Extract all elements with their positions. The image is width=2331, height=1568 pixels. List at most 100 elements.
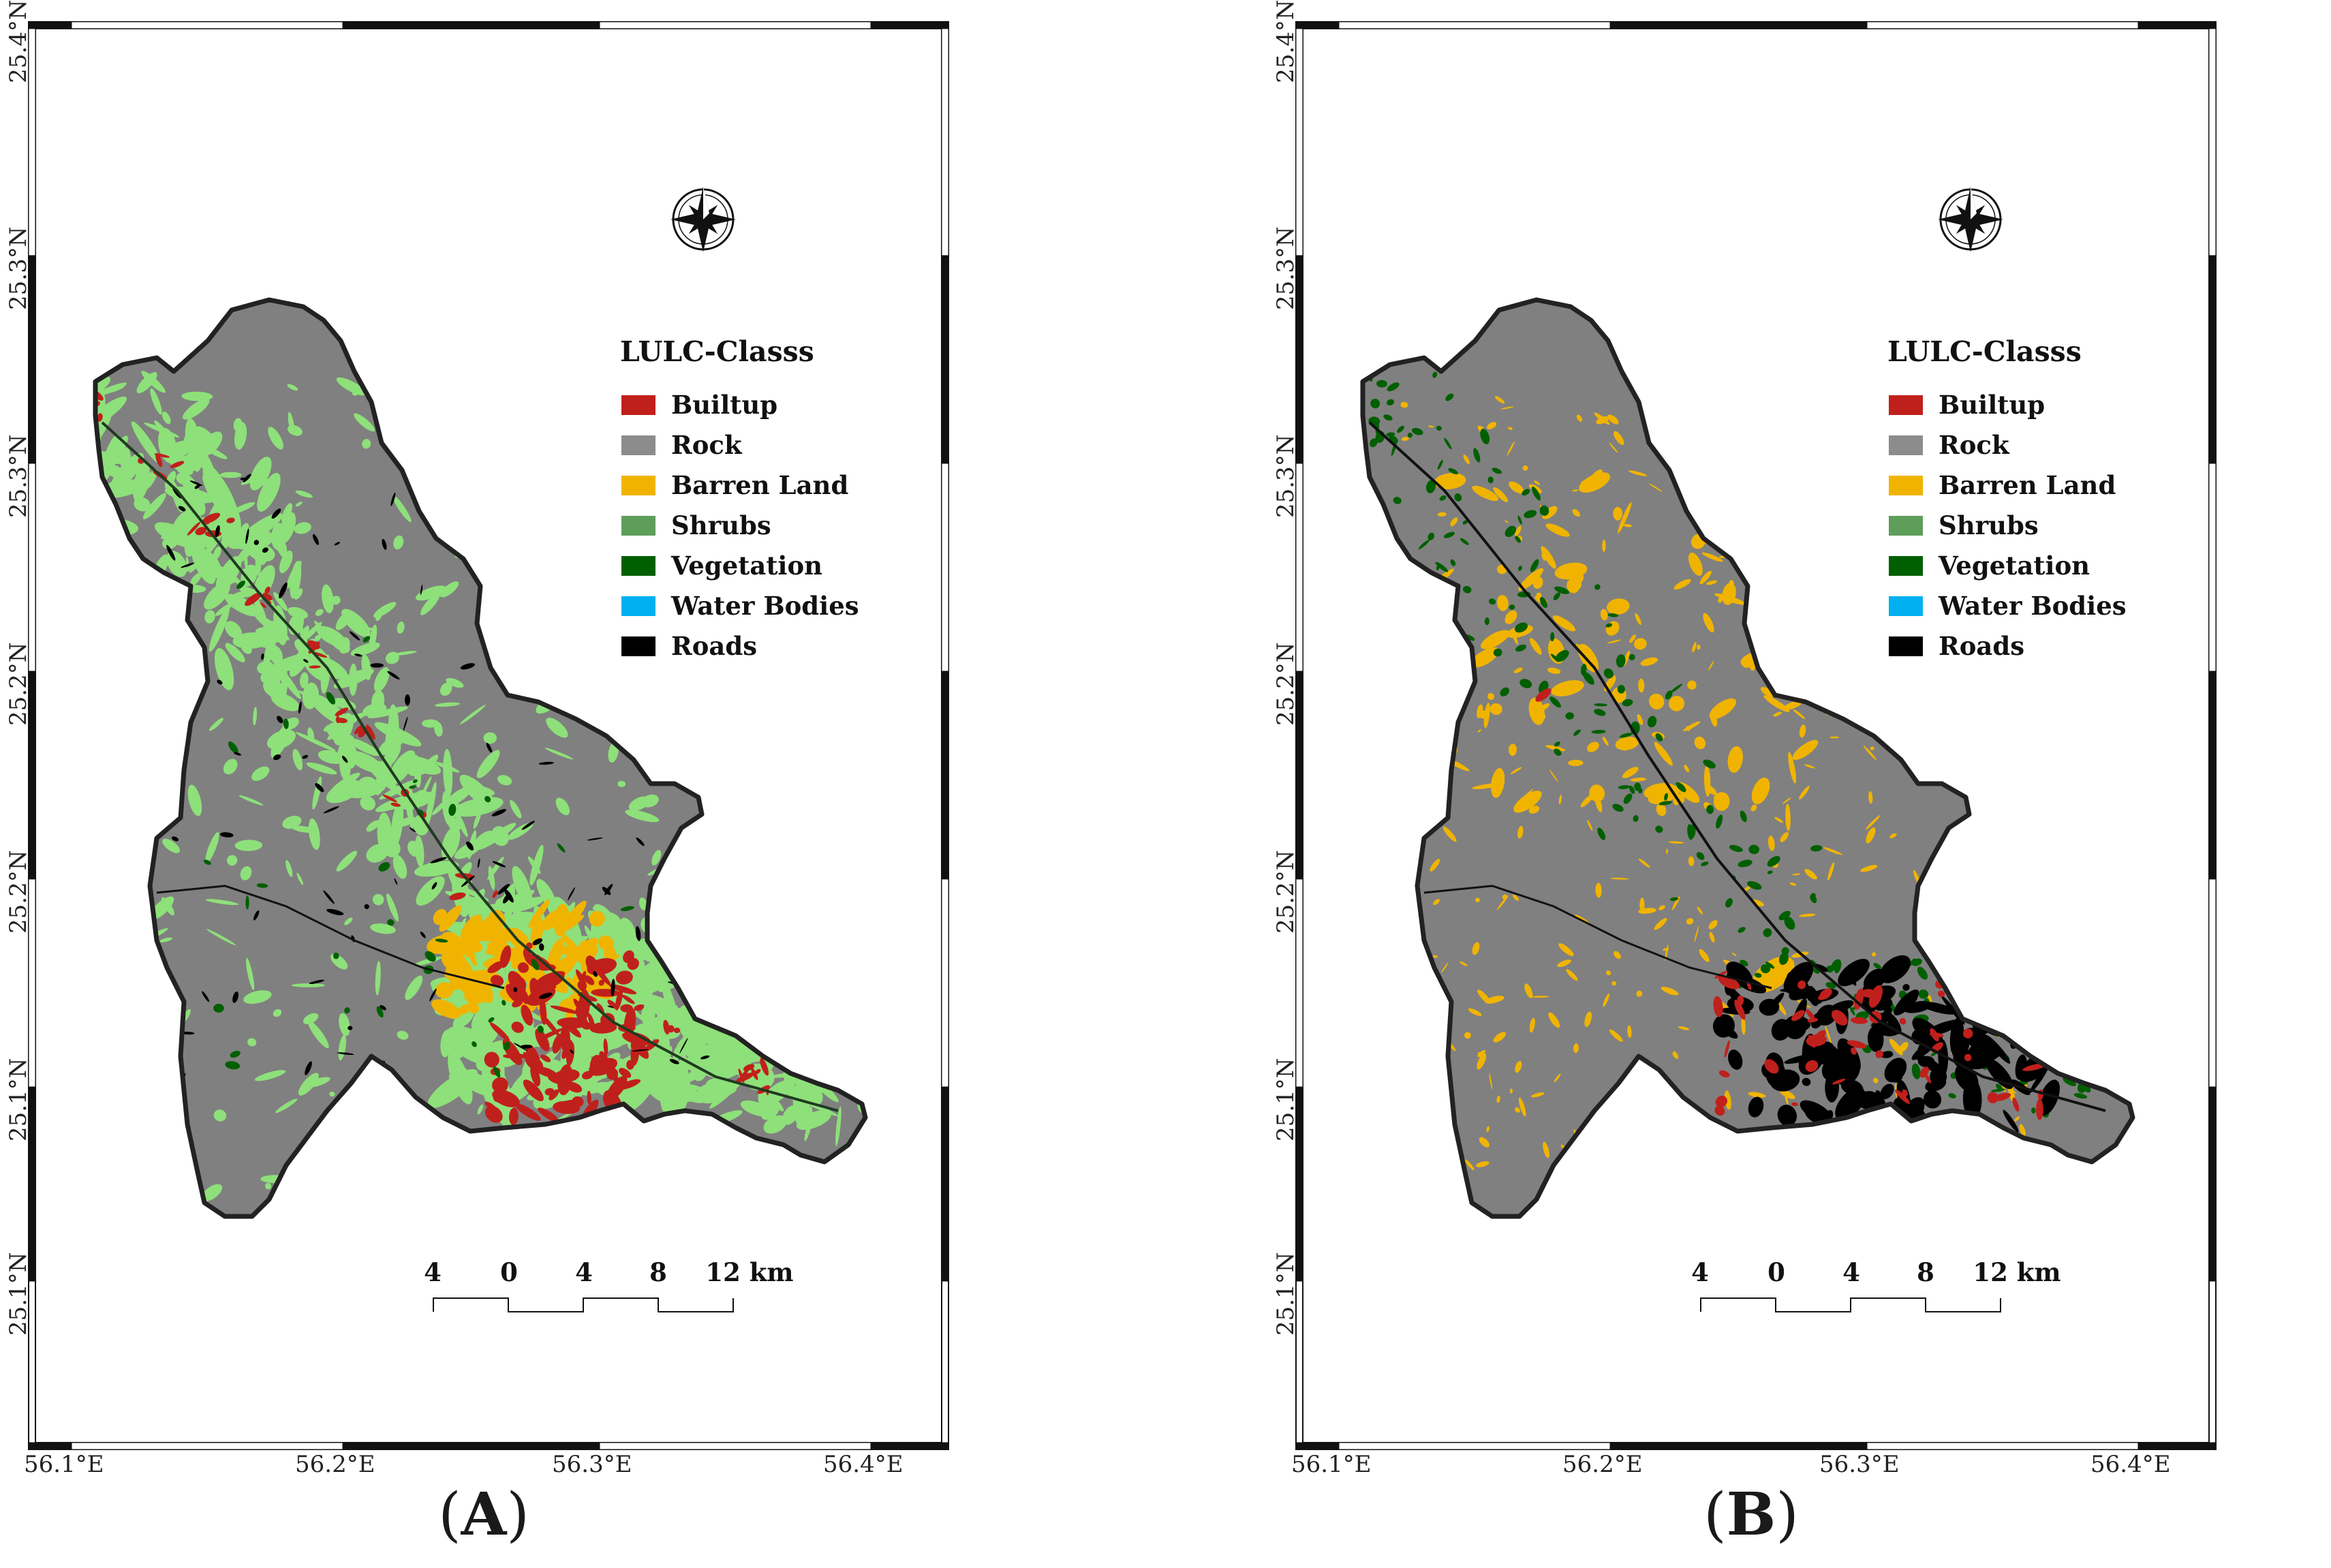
shrubs-patch (414, 835, 424, 867)
vegetation-patch (1480, 429, 1490, 445)
shrubs-patch (254, 613, 290, 641)
barren-patch (1672, 1051, 1679, 1059)
shrubs-patch (760, 1104, 779, 1120)
vegetation-patch (1462, 585, 1472, 594)
vegetation-patch (1990, 1088, 2005, 1092)
legend-swatch (1889, 435, 1923, 455)
vegetation-patch (378, 862, 390, 872)
vegetation-patch (1376, 380, 1387, 388)
barren-patch (1697, 644, 1701, 650)
builtup-patch (538, 1107, 559, 1122)
barren-patch (1545, 523, 1570, 537)
vegetation-patch (1407, 433, 1413, 438)
builtup-patch (487, 1107, 502, 1121)
barren-patch (1727, 746, 1743, 773)
road-patch (298, 701, 302, 714)
barren-patch (1515, 1107, 1520, 1113)
road-patch (1771, 1019, 1791, 1041)
barren-patch (1656, 803, 1667, 816)
road-patch (513, 1043, 528, 1051)
barren-patch (1460, 961, 1468, 966)
barren-patch (1724, 1090, 1731, 1110)
barren-patch (1782, 797, 1791, 805)
shrubs-patch (187, 784, 202, 816)
barren-patch (1477, 1053, 1487, 1070)
shrubs-patch (295, 732, 336, 752)
vegetation-patch (1825, 982, 1836, 989)
barren-patch (1688, 856, 1695, 867)
road-patch (1748, 1096, 1764, 1118)
barren-patch (1792, 873, 1801, 876)
legend-swatch (1889, 395, 1923, 415)
vegetation-patch (1594, 703, 1607, 707)
road-patch (387, 671, 400, 680)
builtup-patch (751, 1067, 758, 1080)
road-patch (1825, 1072, 1839, 1103)
shrubs-patch (253, 707, 258, 726)
vegetation-patch (1603, 668, 1614, 679)
shrubs-patch (231, 502, 256, 514)
vegetation-patch (1515, 536, 1522, 543)
secondary-road (1423, 885, 1772, 989)
road-patch (219, 832, 234, 837)
vegetation-patch (1767, 856, 1780, 867)
shrubs-patch (427, 1069, 478, 1109)
barren-patch (1708, 920, 1718, 929)
barren-patch (1607, 414, 1619, 425)
legend-label: Barren Land (671, 470, 848, 500)
barren-patch (439, 905, 462, 932)
vegetation-patch (1393, 497, 1402, 504)
barren-patch (1489, 703, 1502, 716)
barren-patch (1669, 696, 1685, 711)
road-patch (323, 806, 339, 814)
road-patch (532, 938, 543, 945)
barren-patch (1623, 523, 1632, 527)
vegetation-patch (1633, 815, 1639, 823)
vegetation-patch (1387, 399, 1395, 405)
vegetation-patch (1418, 539, 1430, 550)
latitude-label: 25.1°N (5, 1252, 32, 1336)
shrubs-patch (257, 473, 281, 512)
shrubs-patch (478, 1008, 500, 1043)
road-patch (420, 585, 423, 596)
barren-patch (1542, 506, 1558, 519)
builtup-patch (1964, 1054, 1972, 1062)
vegetation-patch (1465, 634, 1475, 641)
road-patch (202, 991, 210, 1002)
barren-patch (1547, 667, 1561, 674)
shrubs-patch (555, 797, 570, 816)
builtup-patch (523, 1051, 539, 1075)
shrubs-patch (216, 521, 227, 534)
barren-patch (1401, 437, 1409, 441)
shrubs-patch (206, 929, 236, 946)
road-patch (1837, 1038, 1861, 1073)
vegetation-patch (1738, 859, 1753, 867)
shrubs-patch (217, 493, 232, 508)
barren-patch (1515, 1061, 1522, 1073)
barren-patch (1779, 1089, 1795, 1099)
barren-patch (1464, 1032, 1471, 1039)
road-patch (262, 547, 268, 553)
barren-patch (1433, 899, 1440, 906)
barren-patch (1596, 416, 1609, 425)
shrubs-patch (372, 893, 384, 906)
builtup-patch (587, 1090, 591, 1105)
vegetation-patch (1444, 437, 1452, 450)
barren-patch (1742, 658, 1752, 668)
builtup-patch (1899, 1017, 1907, 1025)
legend-swatch (621, 395, 655, 415)
vegetation-patch (1493, 648, 1502, 657)
builtup-patch (1805, 1060, 1819, 1072)
vegetation-patch (1594, 709, 1606, 716)
barren-patch (604, 946, 617, 962)
barren-patch (1614, 951, 1621, 959)
road-patch (420, 932, 426, 938)
builtup-patch (603, 1038, 608, 1056)
vegetation-patch (448, 803, 457, 816)
road-patch (611, 979, 615, 997)
barren-patch (1496, 595, 1509, 611)
vegetation-patch (1729, 844, 1743, 852)
shrubs-patch (344, 917, 353, 925)
legend-swatch (621, 516, 655, 536)
barren-patch (1610, 877, 1629, 880)
